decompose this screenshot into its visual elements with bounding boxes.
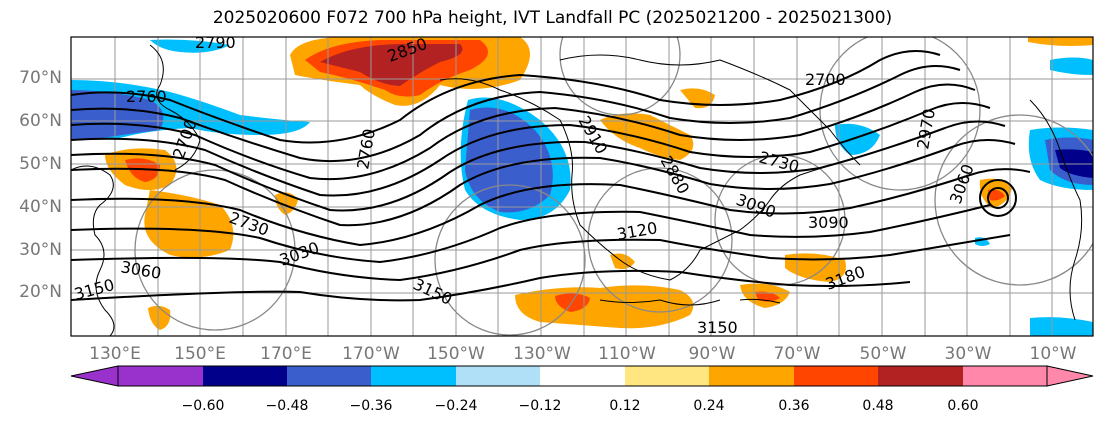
colorbar-tick-label: −0.12 xyxy=(518,398,562,414)
lon-label: 110°W xyxy=(598,344,656,364)
colorbar-max-extension xyxy=(1046,365,1094,387)
lon-label: 70°W xyxy=(773,344,821,364)
lat-label: 70°N xyxy=(19,68,62,88)
lon-label: 90°W xyxy=(688,344,736,364)
lon-label: 170°E xyxy=(260,344,312,364)
lat-label: 50°N xyxy=(19,154,62,174)
colorbar-segment xyxy=(540,366,625,386)
colorbar-segment xyxy=(371,366,456,386)
lon-label: 130°W xyxy=(513,344,571,364)
map-title: 2025020600 F072 700 hPa height, IVT Land… xyxy=(212,8,893,28)
lon-label: 30°W xyxy=(944,344,992,364)
colorbar-tick-label: 0.36 xyxy=(778,398,810,414)
colorbar-segment xyxy=(203,366,287,386)
lat-label: 30°N xyxy=(19,240,62,260)
lat-label: 60°N xyxy=(19,111,62,131)
lon-label: 50°W xyxy=(859,344,907,364)
contour-label: 2760 xyxy=(126,87,167,106)
contour-label: 3090 xyxy=(808,213,849,232)
lat-label: 20°N xyxy=(19,282,62,302)
contour-label: 3150 xyxy=(697,318,738,337)
colorbar-segment xyxy=(794,366,878,386)
colorbar-tick-label: 0.12 xyxy=(609,398,641,414)
colorbar-segment xyxy=(878,366,963,386)
colorbar-segment xyxy=(287,366,371,386)
lat-label: 40°N xyxy=(19,197,62,217)
map-frame xyxy=(70,36,1094,337)
colorbar-tick-label: −0.24 xyxy=(434,398,478,414)
colorbar-outline xyxy=(117,365,1048,387)
lon-label: 10°W xyxy=(1029,344,1077,364)
colorbar-tick-label: 0.48 xyxy=(862,398,894,414)
ivt-shading xyxy=(71,37,1093,336)
lon-label: 130°E xyxy=(89,344,141,364)
contour-label: 2700 xyxy=(805,70,846,89)
colorbar-segment xyxy=(963,366,1047,386)
landfall-circles xyxy=(134,37,1093,336)
lon-label: 170°W xyxy=(342,344,400,364)
colorbar-segment xyxy=(709,366,794,386)
colorbar-min-extension xyxy=(70,365,119,387)
lon-label: 150°E xyxy=(174,344,226,364)
lon-label: 150°W xyxy=(427,344,485,364)
contour-label: 2790 xyxy=(195,33,236,52)
colorbar-tick-label: 0.24 xyxy=(693,398,725,414)
colorbar-segment xyxy=(118,366,203,386)
colorbar-segment xyxy=(456,366,540,386)
height-contours xyxy=(71,50,1031,302)
colorbar xyxy=(70,365,1094,387)
colorbar-segment xyxy=(625,366,709,386)
colorbar-tick-label: −0.48 xyxy=(265,398,309,414)
colorbar-tick-label: 0.60 xyxy=(947,398,979,414)
colorbar-tick-label: −0.36 xyxy=(349,398,393,414)
colorbar-tick-label: −0.60 xyxy=(181,398,225,414)
